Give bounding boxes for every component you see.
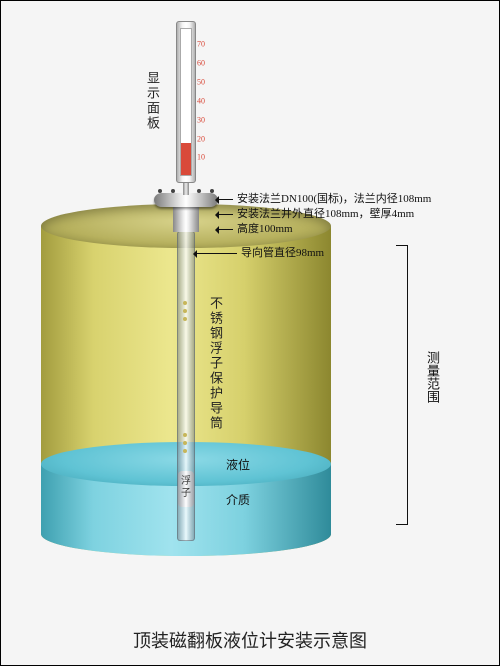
display-panel-label: 显示面板: [143, 71, 162, 131]
float: 浮子: [178, 471, 194, 507]
display-scale: 10 20 30 40 50 60 70: [180, 28, 192, 176]
flange-label-1: 安装法兰DN100(国标)，法兰内径108mm: [219, 193, 431, 206]
flange-neck: [173, 206, 199, 232]
guide-tube-diameter-label: 导向管直径98mm: [197, 247, 324, 260]
liquid-level-label: 液位: [226, 456, 250, 473]
display-panel: 10 20 30 40 50 60 70: [176, 21, 196, 183]
flange-label-2: 安装法兰井外直径108mm，壁厚4mm: [219, 208, 414, 221]
range-label: 测量范围: [423, 351, 442, 403]
mounting-flange: [154, 193, 218, 207]
scale-tick: 30: [197, 115, 205, 124]
scale-tick: 10: [197, 153, 205, 162]
scale-tick: 40: [197, 96, 205, 105]
flange-label-3: 高度100mm: [219, 223, 293, 236]
tube-dots-upper: [183, 301, 189, 321]
range-bracket: [396, 245, 408, 525]
connector-rod: [183, 183, 189, 195]
scale-tick: 50: [197, 77, 205, 86]
diagram-caption: 顶装磁翻板液位计安装示意图: [1, 627, 499, 653]
scale-red-zone: [181, 143, 191, 175]
guide-tube-label: 不锈钢浮子保护导筒: [206, 296, 225, 431]
diagram-area: 浮子 10 20 30 40 50 60 70 显示面板 不锈钢浮子保护导筒 安…: [1, 1, 499, 621]
scale-tick: 70: [197, 39, 205, 48]
medium-label: 介质: [226, 491, 250, 508]
tube-dots-lower: [183, 433, 189, 453]
scale-tick: 60: [197, 58, 205, 67]
scale-tick: 20: [197, 134, 205, 143]
